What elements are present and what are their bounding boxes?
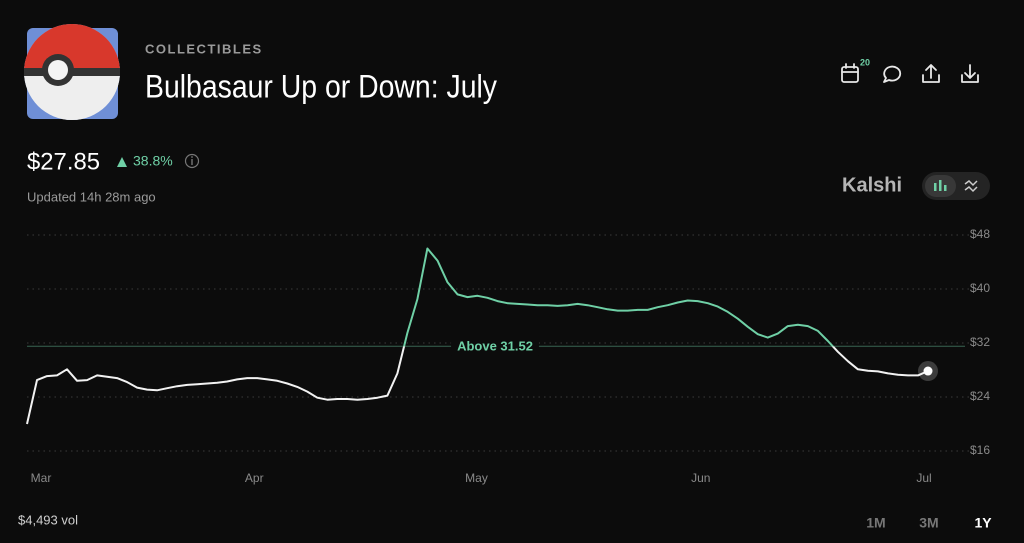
up-arrow — [117, 157, 127, 167]
volume: $4,493 vol — [18, 512, 78, 527]
reference-label: Above 31.52 — [457, 339, 533, 354]
range-button-active[interactable]: 1Y — [974, 515, 992, 531]
x-tick-label: Mar — [31, 471, 52, 485]
price-line-above — [403, 247, 835, 347]
comment-button[interactable] — [883, 65, 902, 83]
y-tick-label: $40 — [970, 281, 990, 295]
chart-toggle — [922, 172, 990, 200]
line-view-button[interactable] — [964, 180, 978, 193]
range-button[interactable]: 3M — [919, 515, 938, 531]
x-tick-label: Jun — [691, 471, 710, 485]
category: COLLECTIBLES — [145, 41, 263, 56]
price-change: 38.8% — [133, 153, 173, 169]
brand-logo: Kalshi — [842, 174, 902, 196]
y-tick-label: $24 — [970, 389, 990, 403]
updated-time: Updated 14h 28m ago — [27, 189, 156, 204]
calendar-badge: 20 — [860, 57, 870, 67]
end-dot — [923, 366, 933, 376]
market-title: Bulbasaur Up or Down: July — [145, 68, 497, 104]
x-tick-label: Jul — [916, 471, 931, 485]
price-line — [26, 346, 929, 425]
price: $27.85 — [27, 148, 100, 175]
range-button[interactable]: 1M — [866, 515, 885, 531]
y-tick-label: $48 — [970, 227, 990, 241]
x-tick-label: Apr — [245, 471, 264, 485]
share-button[interactable] — [922, 64, 940, 83]
market-icon — [24, 24, 120, 120]
x-tick-label: May — [465, 471, 488, 485]
price-chart: $16 $24 $32 $40 $48 Mar Apr May Jun Jul Above 31.5… — [26, 227, 990, 485]
info-icon[interactable] — [184, 153, 200, 169]
y-tick-label: $32 — [970, 335, 990, 349]
reference-label-bg — [451, 336, 539, 356]
calendar-button[interactable] — [841, 63, 859, 83]
download-button[interactable] — [961, 64, 979, 83]
y-tick-label: $16 — [970, 443, 990, 457]
